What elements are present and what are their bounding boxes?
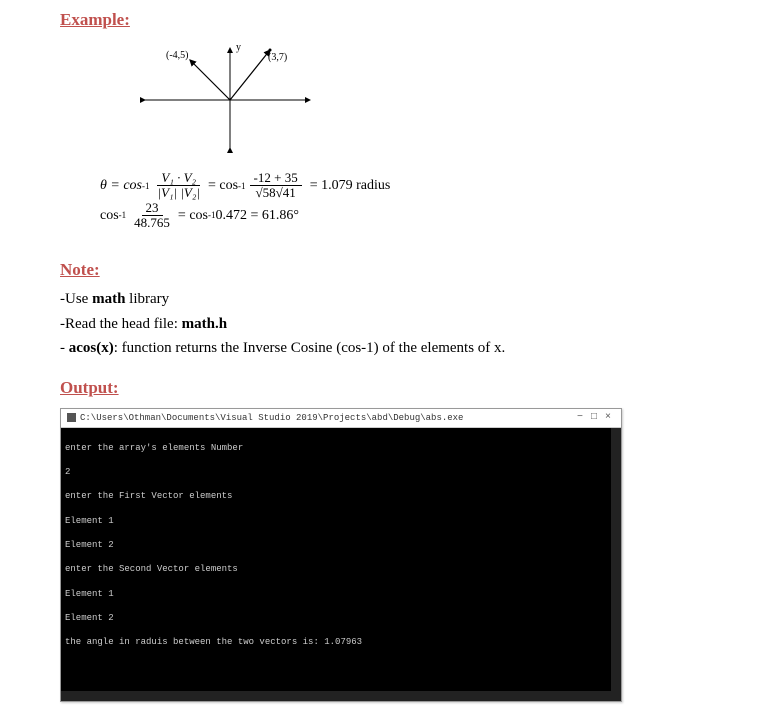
terminal-line: 2 — [65, 466, 617, 478]
point-label-1: (-4,5) — [166, 50, 189, 61]
heading-note: Note: — [60, 260, 741, 280]
note-line-3: - acos(x): function returns the Inverse … — [60, 337, 741, 360]
heading-output: Output: — [60, 378, 741, 398]
heading-example: Example: — [60, 10, 741, 30]
terminal-line: enter the array's elements Number — [65, 442, 617, 454]
terminal-line: Element 2 — [65, 539, 617, 551]
scrollbar-horizontal[interactable] — [61, 691, 611, 701]
close-button[interactable]: × — [601, 413, 615, 423]
formula-line-1: θ = cos-1 V₁ · V₂ |V₁| |V₂| = cos-1 -12 … — [100, 171, 741, 201]
terminal-titlebar[interactable]: C:\Users\Othman\Documents\Visual Studio … — [61, 409, 621, 428]
point-label-2: (3,7) — [268, 52, 287, 63]
note-line-2: -Read the head file: math.h — [60, 313, 741, 336]
vector-diagram: y (-4,5) (3,7) — [110, 38, 741, 163]
axis-label-y: y — [236, 42, 241, 53]
scrollbar-vertical[interactable] — [611, 428, 621, 701]
maximize-button[interactable]: □ — [587, 413, 601, 423]
terminal-line: Element 2 — [65, 612, 617, 624]
terminal-line: enter the Second Vector elements — [65, 563, 617, 575]
terminal-line: the angle in raduis between the two vect… — [65, 636, 617, 648]
note-line-1: -Use math library — [60, 288, 741, 311]
terminal-title: C:\Users\Othman\Documents\Visual Studio … — [80, 413, 463, 423]
terminal-line: Element 1 — [65, 588, 617, 600]
terminal-window: C:\Users\Othman\Documents\Visual Studio … — [60, 408, 622, 702]
terminal-line: enter the First Vector elements — [65, 490, 617, 502]
terminal-app-icon — [67, 413, 76, 422]
minimize-button[interactable]: − — [573, 413, 587, 423]
terminal-line: Element 1 — [65, 515, 617, 527]
formula-line-2: cos-1 23 48.765 = cos-1 0.472 = 61.86° — [100, 201, 741, 231]
notes-block: -Use math library -Read the head file: m… — [60, 288, 741, 360]
terminal-body[interactable]: enter the array's elements Number 2 ente… — [61, 428, 621, 701]
formula-block: θ = cos-1 V₁ · V₂ |V₁| |V₂| = cos-1 -12 … — [100, 171, 741, 230]
